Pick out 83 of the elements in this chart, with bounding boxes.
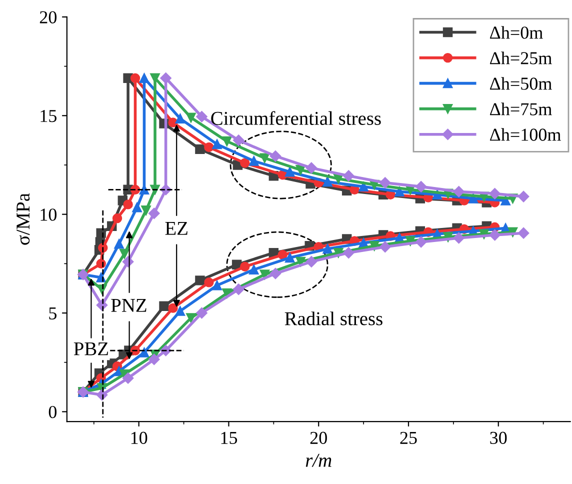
- point: [270, 268, 282, 280]
- point: [150, 73, 160, 83]
- point: [123, 200, 133, 210]
- point: [489, 229, 500, 241]
- point: [306, 162, 318, 174]
- x-tick-label: 30: [490, 432, 507, 444]
- point: [358, 182, 368, 192]
- y-axis-title: σ/MPa: [16, 193, 30, 245]
- annotation: PBZ: [74, 342, 108, 356]
- point: [260, 270, 270, 280]
- point: [249, 264, 259, 274]
- point: [195, 276, 205, 286]
- point: [233, 284, 244, 295]
- point: [380, 177, 391, 188]
- point: [160, 72, 172, 84]
- y-tick-label: 0: [48, 406, 57, 418]
- point: [284, 167, 295, 177]
- point: [148, 208, 160, 219]
- annotation: EZ: [165, 222, 188, 235]
- point: [175, 306, 186, 316]
- point: [453, 186, 464, 198]
- point: [278, 250, 288, 260]
- x-tick-label: 20: [310, 432, 327, 444]
- point: [240, 158, 250, 168]
- annotation: PNZ: [111, 299, 146, 312]
- point: [204, 278, 214, 288]
- point: [343, 170, 354, 182]
- point: [186, 112, 196, 122]
- y-tick-label: 20: [40, 11, 57, 24]
- point: [196, 307, 208, 319]
- point: [130, 73, 140, 83]
- point: [141, 206, 151, 216]
- point: [322, 176, 332, 187]
- legend-label: Δh=75m: [490, 102, 552, 116]
- point: [212, 139, 222, 150]
- point: [394, 186, 404, 196]
- point: [148, 354, 160, 365]
- point: [306, 256, 318, 268]
- y-tick-label: 10: [40, 208, 57, 221]
- annotation: Radial stress: [284, 312, 382, 326]
- point: [159, 301, 169, 311]
- point: [195, 144, 205, 154]
- point: [120, 248, 130, 259]
- point: [132, 202, 142, 212]
- point: [204, 142, 214, 152]
- point: [168, 303, 178, 313]
- point: [139, 73, 150, 83]
- annotation: Circumferential stress: [211, 111, 381, 125]
- legend-label: Δh=50m: [490, 77, 552, 90]
- point: [260, 153, 270, 163]
- point: [186, 313, 196, 323]
- point: [112, 213, 122, 224]
- point: [196, 111, 208, 122]
- point: [270, 150, 282, 162]
- point: [518, 227, 530, 239]
- x-axis-title: r/m: [306, 454, 332, 467]
- x-tick-label: 25: [400, 432, 417, 444]
- x-tick-label: 10: [131, 432, 148, 444]
- point: [122, 372, 134, 384]
- point: [415, 181, 427, 192]
- point: [222, 136, 232, 146]
- point: [249, 156, 259, 166]
- x-tick-label: 15: [221, 432, 238, 444]
- y-tick-label: 5: [49, 307, 56, 320]
- point: [380, 241, 391, 252]
- point: [489, 188, 500, 200]
- point: [468, 194, 478, 204]
- y-tick-label: 15: [40, 110, 56, 122]
- point: [114, 239, 124, 249]
- point: [453, 232, 464, 244]
- point: [415, 236, 427, 248]
- point: [233, 134, 244, 146]
- legend-label: Δh=25m: [490, 52, 552, 64]
- point: [139, 348, 150, 358]
- point: [284, 252, 295, 263]
- legend-label: Δh=0m: [490, 26, 543, 39]
- legend-label: Δh=100m: [490, 128, 561, 141]
- point: [322, 244, 332, 254]
- point: [240, 262, 250, 272]
- point: [343, 247, 354, 258]
- point: [212, 280, 222, 290]
- point: [175, 114, 186, 124]
- point: [518, 190, 530, 202]
